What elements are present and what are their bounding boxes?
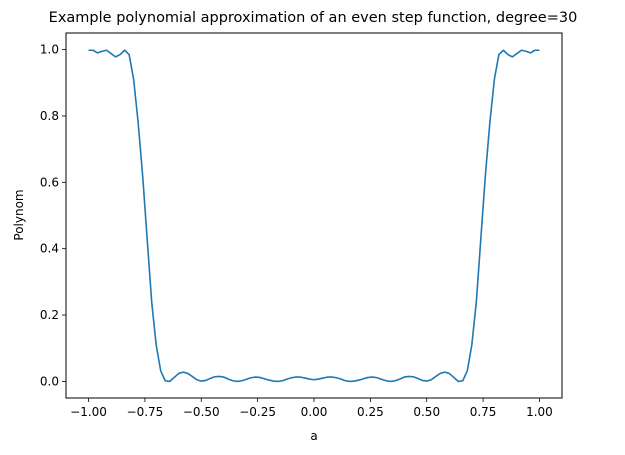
y-tick-label: 1.0: [40, 43, 59, 57]
x-tick-label: −1.00: [70, 405, 107, 419]
y-tick-label: 0.8: [40, 109, 59, 123]
chart-title: Example polynomial approximation of an e…: [49, 10, 578, 26]
x-tick-label: 0.75: [470, 405, 497, 419]
x-tick-label: −0.75: [127, 405, 164, 419]
x-axis-label: a: [310, 429, 317, 443]
x-tick-label: 0.25: [357, 405, 384, 419]
y-axis: 0.0 0.2 0.4 0.6 0.8 1.0: [40, 43, 66, 388]
x-axis: −1.00 −0.75 −0.50 −0.25 0.00 0.25 0.50 0.75 1.00: [70, 398, 553, 419]
y-tick-label: 0.6: [40, 175, 59, 189]
x-tick-label: −0.50: [183, 405, 220, 419]
x-tick-label: 1.00: [526, 405, 553, 419]
y-tick-label: 0.2: [40, 308, 59, 322]
y-axis-label: Polynom: [12, 189, 26, 240]
y-tick-label: 0.4: [40, 242, 59, 256]
series-line: [88, 49, 540, 383]
y-tick-label: 0.0: [40, 374, 59, 388]
x-tick-label: −0.25: [239, 405, 276, 419]
x-tick-label: 0.50: [413, 405, 440, 419]
x-tick-label: 0.00: [301, 405, 328, 419]
plot-area-frame: [65, 32, 563, 399]
